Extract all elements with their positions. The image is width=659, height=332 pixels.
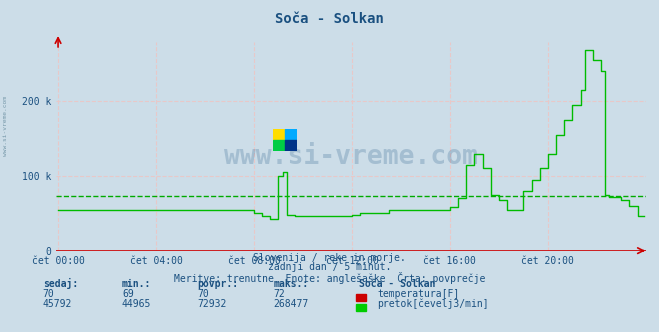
Text: maks.:: maks.: [273,279,308,289]
Text: Soča - Solkan: Soča - Solkan [275,12,384,26]
Text: www.si-vreme.com: www.si-vreme.com [224,143,478,170]
Text: povpr.:: povpr.: [198,279,239,289]
Text: sedaj:: sedaj: [43,278,78,289]
Bar [285,140,297,151]
Text: 72932: 72932 [198,299,227,309]
Text: 268477: 268477 [273,299,308,309]
Text: Slovenija / reke in morje.: Slovenija / reke in morje. [253,253,406,263]
Text: www.si-vreme.com: www.si-vreme.com [3,96,8,156]
Text: 70: 70 [43,289,55,299]
Text: 45792: 45792 [43,299,72,309]
Text: min.:: min.: [122,279,152,289]
Text: 70: 70 [198,289,210,299]
Text: 69: 69 [122,289,134,299]
Bar [285,129,297,140]
Text: Soča - Solkan: Soča - Solkan [359,279,436,289]
Text: Meritve: trenutne  Enote: anglešaške  Črta: povprečje: Meritve: trenutne Enote: anglešaške Črta… [174,272,485,284]
Text: pretok[čevelj3/min]: pretok[čevelj3/min] [377,298,488,309]
Text: zadnji dan / 5 minut.: zadnji dan / 5 minut. [268,262,391,272]
Text: temperatura[F]: temperatura[F] [377,289,459,299]
Text: 44965: 44965 [122,299,152,309]
Bar [273,140,285,151]
Bar [273,129,285,140]
Text: 72: 72 [273,289,285,299]
